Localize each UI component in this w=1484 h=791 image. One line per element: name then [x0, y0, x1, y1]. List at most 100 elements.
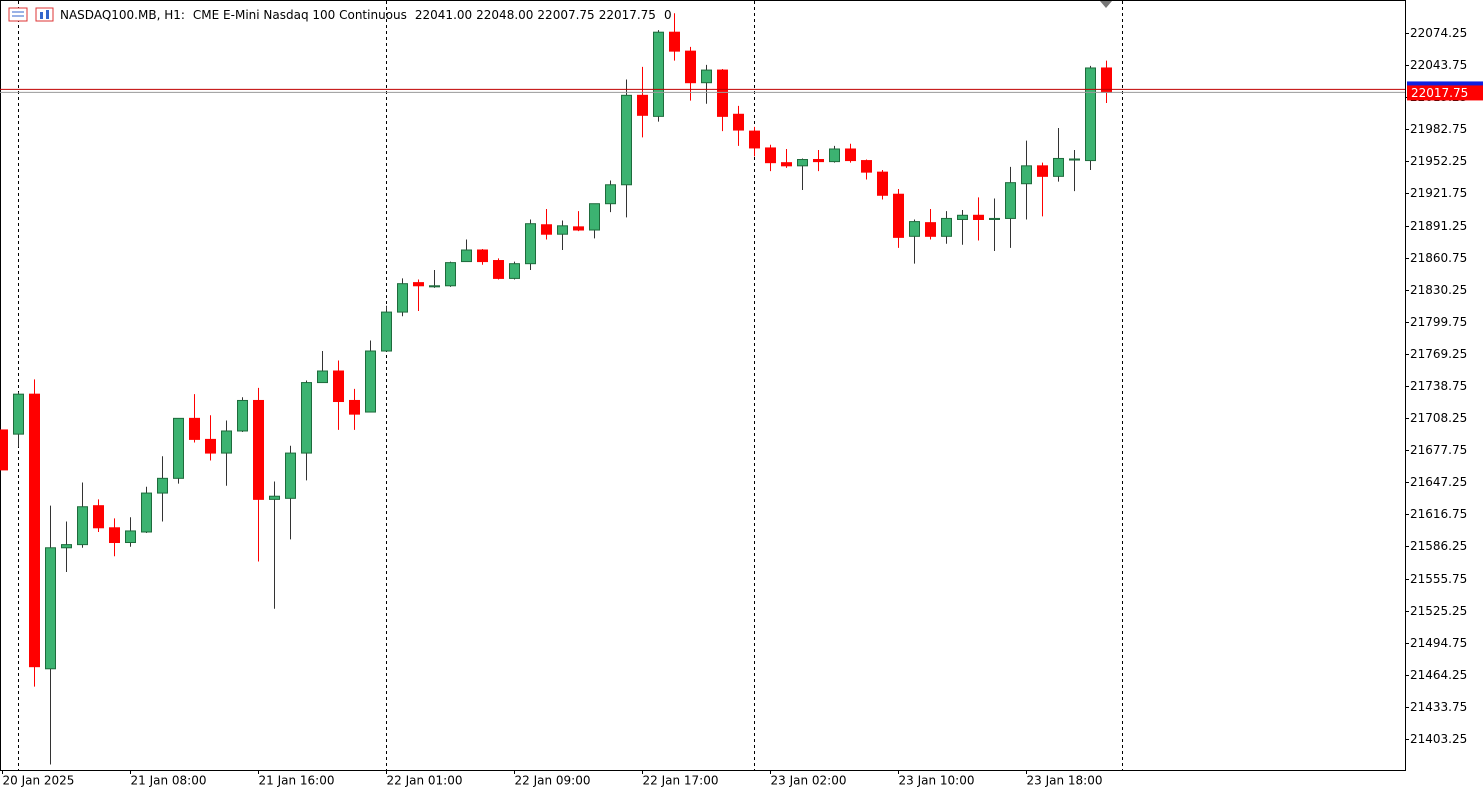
candle-body — [1085, 67, 1096, 162]
candle-body — [477, 249, 488, 263]
icon-bar — [46, 10, 49, 19]
candle-body — [925, 222, 936, 237]
candle-body — [813, 159, 824, 163]
candle-body — [589, 203, 600, 231]
x-tick-label: 21 Jan 16:00 — [259, 774, 335, 788]
candle-body — [269, 495, 280, 500]
candle-body — [685, 50, 696, 84]
header-icons — [8, 7, 54, 22]
x-tick-label: 23 Jan 02:00 — [771, 774, 847, 788]
y-tick-label: 21464.25 — [1410, 668, 1467, 682]
candle-body — [621, 94, 632, 186]
candle-body — [285, 452, 296, 499]
y-tick-label: 21921.75 — [1410, 186, 1467, 200]
candle-body — [429, 285, 440, 288]
candle-body — [653, 31, 664, 117]
candle-body — [189, 417, 200, 440]
candle-body — [637, 94, 648, 116]
icon-indicator[interactable] — [35, 7, 54, 22]
y-tick-label: 21769.25 — [1410, 347, 1467, 361]
candle-body — [381, 311, 392, 352]
candle-body — [413, 282, 424, 287]
candle-body — [493, 260, 504, 279]
candle-body — [781, 162, 792, 167]
y-tick-label: 21860.75 — [1410, 251, 1467, 265]
candle-body — [445, 262, 456, 287]
y-tick-label: 21982.75 — [1410, 122, 1467, 136]
candle-body — [989, 217, 1000, 220]
icon-chart[interactable] — [8, 7, 28, 22]
candle-body — [573, 226, 584, 231]
icon-bar — [40, 12, 43, 19]
candle-body — [829, 148, 840, 163]
candle-body — [141, 492, 152, 533]
candle-body — [93, 505, 104, 529]
candle-body — [157, 477, 168, 494]
symbol: NASDAQ100.MB, H1: — [60, 8, 185, 22]
candle-body — [29, 393, 40, 668]
candle-body — [701, 69, 712, 84]
chart-header: NASDAQ100.MB, H1: CME E-Mini Nasdaq 100 C… — [60, 8, 672, 22]
description: CME E-Mini Nasdaq 100 Continuous — [193, 8, 407, 22]
candle-body — [957, 214, 968, 220]
price-box — [1407, 85, 1483, 101]
candle-body — [461, 249, 472, 263]
candle-body — [509, 263, 520, 279]
y-tick-label: 21403.25 — [1410, 732, 1467, 746]
high-value: 22048.00 — [476, 8, 533, 22]
y-tick-label: 21494.75 — [1410, 636, 1467, 650]
x-tick-label: 22 Jan 09:00 — [515, 774, 591, 788]
candle-body — [557, 225, 568, 235]
x-tick-label: 22 Jan 17:00 — [643, 774, 719, 788]
y-tick-label: 21708.25 — [1410, 411, 1467, 425]
candle-body — [349, 399, 360, 415]
candle-body — [77, 506, 88, 546]
y-tick-label: 22074.25 — [1410, 26, 1467, 40]
y-tick-label: 21647.25 — [1410, 475, 1467, 489]
candle-body — [1005, 182, 1016, 219]
x-tick-label: 22 Jan 01:00 — [387, 774, 463, 788]
candle-body — [941, 217, 952, 237]
shift-marker[interactable] — [1100, 1, 1112, 8]
candle-body — [1053, 157, 1064, 177]
candle-body — [301, 382, 312, 454]
y-tick-label: 21586.25 — [1410, 539, 1467, 553]
x-tick-label: 20 Jan 2025 — [3, 774, 75, 788]
low-value: 22007.75 — [537, 8, 594, 22]
candle-body — [749, 130, 760, 149]
candle-body — [1037, 165, 1048, 177]
volume-value: 0 — [664, 8, 672, 22]
candle-body — [797, 159, 808, 167]
y-tick-label: 21830.25 — [1410, 283, 1467, 297]
x-tick-label: 23 Jan 18:00 — [1027, 774, 1103, 788]
y-tick-label: 21555.75 — [1410, 572, 1467, 586]
candle-body — [1101, 67, 1112, 93]
y-tick-label: 21616.75 — [1410, 507, 1467, 521]
candle-body — [45, 547, 56, 670]
price-label: 22017.75 — [1411, 86, 1468, 100]
candle-body — [525, 223, 536, 265]
candle-body — [13, 393, 24, 435]
candle-body — [333, 370, 344, 403]
candle-body — [877, 171, 888, 196]
y-tick-label: 21677.75 — [1410, 443, 1467, 457]
candle-body — [317, 370, 328, 384]
candle-body — [1021, 165, 1032, 185]
y-tick-label: 21891.25 — [1410, 219, 1467, 233]
candle-body — [221, 430, 232, 454]
close-value: 22017.75 — [599, 8, 656, 22]
candle-body — [605, 184, 616, 205]
y-tick-label: 21738.75 — [1410, 379, 1467, 393]
candle-body — [109, 527, 120, 544]
candle-body — [717, 69, 728, 117]
open-value: 22041.00 — [415, 8, 472, 22]
candle-body — [253, 399, 264, 500]
candle-body — [0, 429, 8, 471]
x-tick-label: 21 Jan 08:00 — [131, 774, 207, 788]
candle-body — [61, 544, 72, 549]
candle-body — [861, 160, 872, 173]
candle-body — [845, 148, 856, 162]
candle-body — [237, 399, 248, 432]
candle-body — [205, 438, 216, 454]
